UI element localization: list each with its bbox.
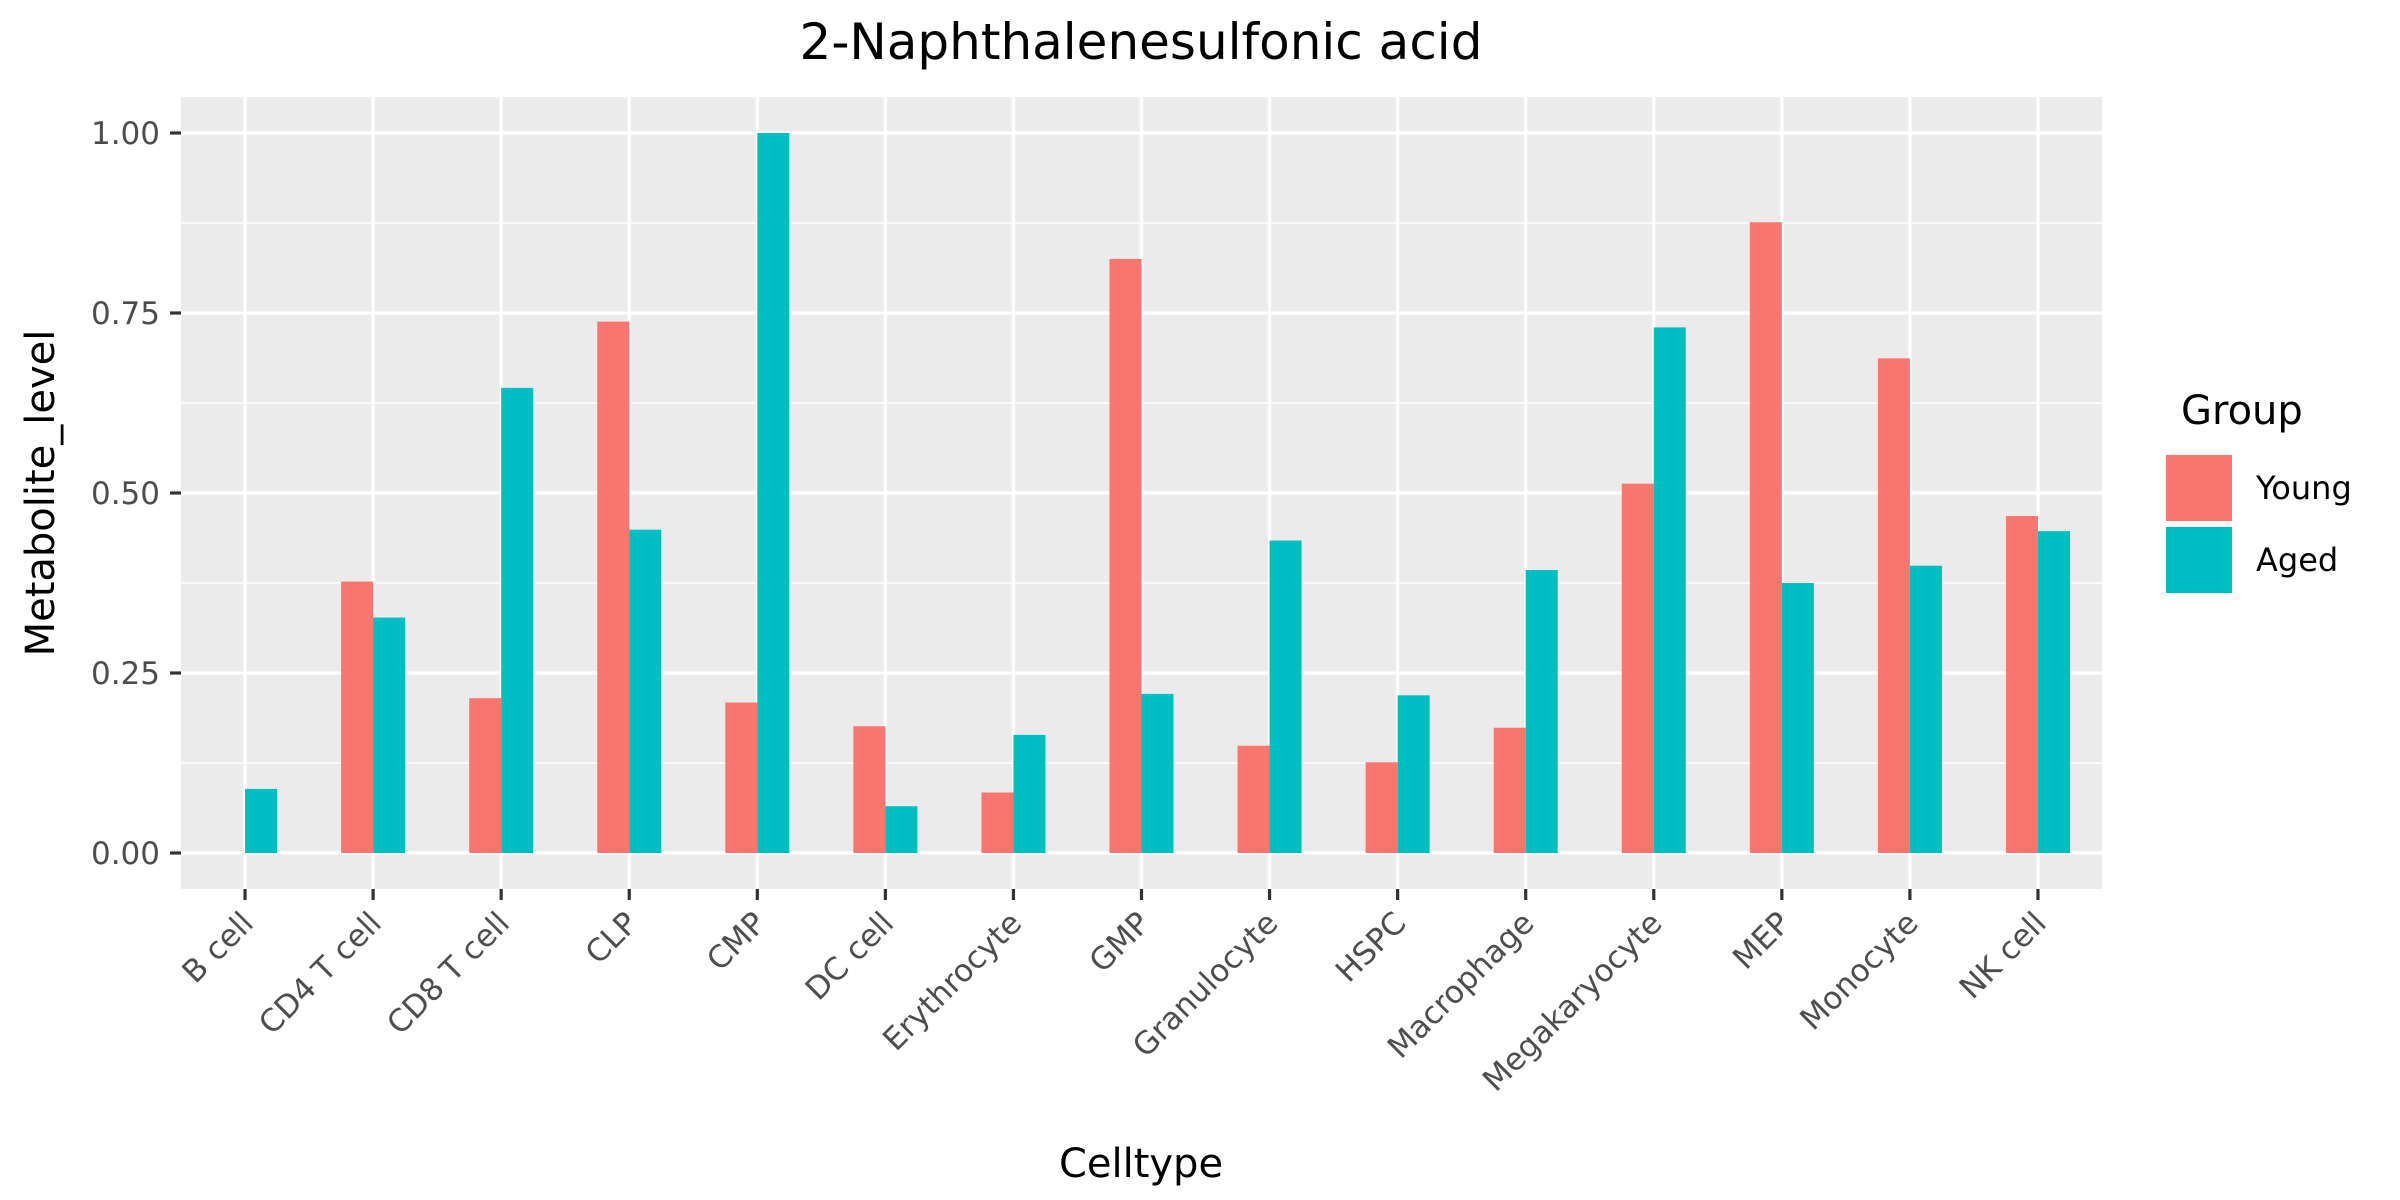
x-tick-label: Monocyte xyxy=(1793,905,1925,1037)
x-tick-label: CD8 T cell xyxy=(380,905,517,1042)
bar-aged-megakaryocyte xyxy=(1653,327,1686,853)
bar-young-mep xyxy=(1749,222,1782,853)
y-tick-label: 0.00 xyxy=(91,836,160,872)
legend-label-young: Young xyxy=(2255,469,2352,507)
x-tick-label: CD4 T cell xyxy=(252,905,389,1042)
x-axis-title: Celltype xyxy=(1059,1141,1223,1187)
bar-aged-clp xyxy=(629,529,662,853)
bar-young-erythrocyte xyxy=(981,792,1014,853)
bar-young-monocyte xyxy=(1877,358,1910,853)
bar-aged-b-cell xyxy=(245,788,278,853)
bar-aged-monocyte xyxy=(1909,565,1942,853)
bar-young-cd8-t-cell xyxy=(469,698,502,853)
bar-young-nk-cell xyxy=(2005,516,2038,853)
x-tick-label: CMP xyxy=(700,905,773,978)
legend-label-aged: Aged xyxy=(2256,541,2338,579)
bar-aged-nk-cell xyxy=(2037,531,2070,853)
y-tick-label: 0.50 xyxy=(91,476,160,512)
bar-young-dc-cell xyxy=(853,726,886,853)
bar-aged-cd8-t-cell xyxy=(501,387,534,853)
bar-young-cd4-t-cell xyxy=(341,581,374,853)
bar-young-macrophage xyxy=(1493,727,1526,853)
y-tick-label: 0.75 xyxy=(91,296,160,332)
x-tick-label: Erythrocyte xyxy=(876,905,1029,1058)
x-tick-label: DC cell xyxy=(799,905,901,1007)
bar-aged-dc-cell xyxy=(885,806,918,853)
bar-young-clp xyxy=(597,321,630,853)
bar-aged-gmp xyxy=(1141,693,1174,853)
bar-aged-erythrocyte xyxy=(1013,734,1046,853)
bar-young-granulocyte xyxy=(1237,745,1270,853)
y-tick-label: 1.00 xyxy=(91,116,160,152)
x-tick-label: GMP xyxy=(1083,905,1158,980)
x-tick-label: CLP xyxy=(579,905,645,971)
x-tick-label: HSPC xyxy=(1329,905,1413,989)
x-tick-label: NK cell xyxy=(1953,905,2054,1006)
y-axis-title: Metabolite_level xyxy=(18,330,64,657)
bar-young-cmp xyxy=(725,702,758,853)
legend: Group Young Aged xyxy=(2166,388,2352,593)
bar-young-megakaryocyte xyxy=(1621,483,1654,853)
y-axis: 0.00 0.25 0.50 0.75 1.00 xyxy=(91,116,181,872)
bar-young-gmp xyxy=(1109,259,1142,853)
legend-key-aged xyxy=(2166,527,2232,593)
bar-aged-granulocyte xyxy=(1269,540,1302,853)
bars xyxy=(245,133,2070,853)
bar-aged-macrophage xyxy=(1525,570,1558,853)
bar-aged-cmp xyxy=(757,133,790,853)
legend-key-young xyxy=(2166,455,2232,521)
bar-aged-hspc xyxy=(1397,695,1430,853)
bar-aged-mep xyxy=(1781,583,1814,853)
legend-title: Group xyxy=(2181,388,2303,434)
chart-title: 2-Naphthalenesulfonic acid xyxy=(800,13,1483,71)
bar-aged-cd4-t-cell xyxy=(373,617,406,853)
y-tick-label: 0.25 xyxy=(91,656,160,692)
x-tick-label: B cell xyxy=(176,905,261,990)
x-tick-label: MEP xyxy=(1726,905,1797,976)
bar-young-hspc xyxy=(1365,762,1398,853)
